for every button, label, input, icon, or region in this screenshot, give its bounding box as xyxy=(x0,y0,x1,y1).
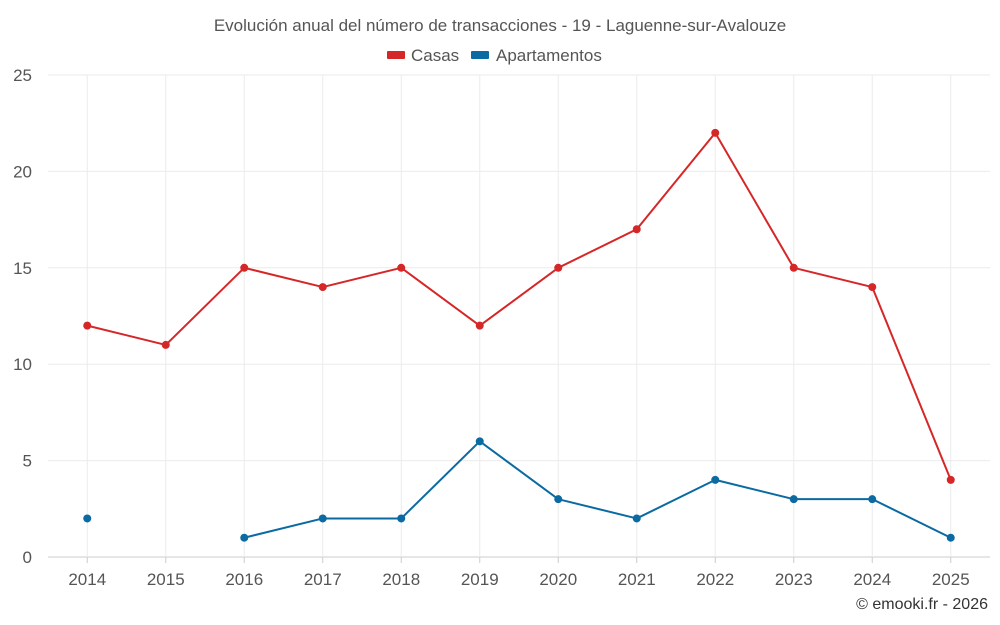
y-tick-label: 20 xyxy=(13,162,32,181)
data-point-casas-2025[interactable] xyxy=(946,475,955,484)
data-point-apartamentos-2025[interactable] xyxy=(946,533,955,542)
data-point-apartamentos-2017[interactable] xyxy=(318,514,327,523)
data-point-casas-2022[interactable] xyxy=(711,128,720,137)
data-point-casas-2024[interactable] xyxy=(868,283,877,292)
series-casas xyxy=(83,128,955,484)
data-point-apartamentos-2016[interactable] xyxy=(240,533,249,542)
y-tick-label: 0 xyxy=(23,548,32,567)
data-point-casas-2014[interactable] xyxy=(83,321,92,330)
legend-label-casas: Casas xyxy=(411,46,459,65)
series-apartamentos xyxy=(83,437,955,542)
series xyxy=(83,128,955,542)
data-point-casas-2020[interactable] xyxy=(554,263,563,272)
grid xyxy=(48,74,990,563)
series-line-apartamentos xyxy=(244,440,952,539)
x-tick-label: 2017 xyxy=(304,570,342,589)
data-point-casas-2021[interactable] xyxy=(632,225,641,234)
x-tick-label: 2015 xyxy=(147,570,185,589)
data-point-apartamentos-2020[interactable] xyxy=(554,495,563,504)
data-point-casas-2015[interactable] xyxy=(161,340,170,349)
credit-text: © emooki.fr - 2026 xyxy=(856,596,988,613)
x-tick-label: 2019 xyxy=(461,570,499,589)
legend-swatch-casas xyxy=(387,51,405,59)
data-point-apartamentos-2018[interactable] xyxy=(397,514,406,523)
x-tick-label: 2022 xyxy=(696,570,734,589)
x-tick-label: 2025 xyxy=(932,570,970,589)
legend[interactable]: Casas Apartamentos xyxy=(387,46,602,65)
data-point-casas-2023[interactable] xyxy=(789,263,798,272)
chart-title: Evolución anual del número de transaccio… xyxy=(214,16,786,35)
series-line-casas xyxy=(87,131,952,481)
y-tick-label: 10 xyxy=(13,355,32,374)
legend-item-casas[interactable]: Casas xyxy=(387,46,459,65)
data-point-casas-2019[interactable] xyxy=(475,321,484,330)
x-tick-label: 2023 xyxy=(775,570,813,589)
data-point-apartamentos-2019[interactable] xyxy=(475,437,484,446)
y-tick-label: 25 xyxy=(13,66,32,85)
x-tick-label: 2014 xyxy=(68,570,106,589)
y-tick-label: 5 xyxy=(23,452,32,471)
data-point-casas-2016[interactable] xyxy=(240,263,249,272)
data-point-apartamentos-2024[interactable] xyxy=(868,495,877,504)
data-point-casas-2018[interactable] xyxy=(397,263,406,272)
x-axis-ticks: 2014 2015 2016 2017 2018 2019 2020 2021 2022 2023… xyxy=(68,570,969,589)
x-tick-label: 2016 xyxy=(225,570,263,589)
legend-item-apartamentos[interactable]: Apartamentos xyxy=(471,46,602,65)
legend-label-apartamentos: Apartamentos xyxy=(496,46,602,65)
x-tick-label: 2021 xyxy=(618,570,656,589)
y-axis-ticks: 0 5 10 15 20 25 xyxy=(13,66,32,567)
x-tick-label: 2020 xyxy=(539,570,577,589)
data-point-apartamentos-2023[interactable] xyxy=(789,495,798,504)
data-point-apartamentos-2022[interactable] xyxy=(711,475,720,484)
x-tick-label: 2018 xyxy=(382,570,420,589)
data-point-casas-2017[interactable] xyxy=(318,283,327,292)
legend-swatch-apartamentos xyxy=(471,51,489,59)
data-point-apartamentos-2014[interactable] xyxy=(83,514,92,523)
data-point-apartamentos-2021[interactable] xyxy=(632,514,641,523)
y-tick-label: 15 xyxy=(13,259,32,278)
x-tick-label: 2024 xyxy=(853,570,891,589)
